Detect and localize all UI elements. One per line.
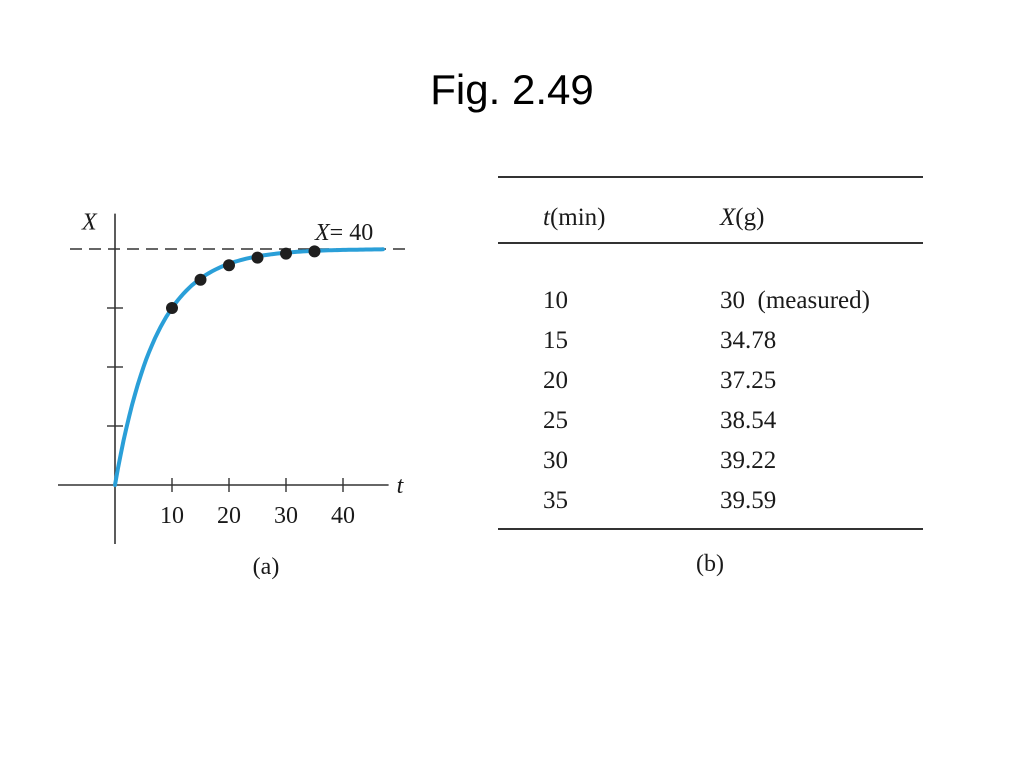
table-cell-amount: 38.54 bbox=[720, 407, 777, 434]
table-cell-time: 20 bbox=[543, 367, 568, 394]
data-point bbox=[308, 245, 321, 258]
data-table: t(min) X(g) 10 30 (measured) 15 34.78 20… bbox=[498, 176, 923, 532]
slide-title: Fig. 2.49 bbox=[430, 66, 594, 113]
x-tick-label: 10 bbox=[160, 503, 184, 529]
data-point bbox=[223, 259, 235, 272]
y-axis-label: X bbox=[81, 210, 98, 236]
data-point bbox=[251, 251, 264, 264]
header-amount-unit: (g) bbox=[735, 204, 765, 231]
table-cell-amount: 39.22 bbox=[720, 447, 777, 474]
data-point bbox=[280, 247, 292, 260]
table-panel-label: (b) bbox=[696, 551, 724, 577]
table-cell-time: 25 bbox=[543, 407, 568, 434]
asymptote-label: X= 40 bbox=[314, 220, 373, 246]
header-time-unit: (min) bbox=[549, 204, 606, 231]
x-tick-label: 30 bbox=[274, 503, 298, 529]
table-bottom-rule bbox=[498, 528, 923, 530]
x-tick-label: 40 bbox=[331, 503, 355, 529]
header-time-var: t bbox=[543, 204, 550, 231]
data-point bbox=[166, 302, 178, 314]
x-tick-label: 20 bbox=[217, 503, 241, 529]
header-amount-var: X bbox=[720, 204, 736, 231]
table-cell-time: 10 bbox=[543, 287, 568, 314]
table-cell-amount: 34.78 bbox=[720, 327, 777, 354]
header-time: t(min) bbox=[543, 205, 606, 230]
series-curve bbox=[113, 247, 385, 487]
x-axis-label: t bbox=[397, 473, 405, 499]
table-cell-amount: 39.59 bbox=[720, 487, 777, 514]
table-cell-amount: 37.25 bbox=[720, 367, 777, 394]
data-point bbox=[194, 273, 207, 286]
table-cell-time: 35 bbox=[543, 487, 568, 514]
table-header-rule bbox=[498, 242, 923, 244]
chart-panel-label: (a) bbox=[253, 554, 280, 580]
table-cell-time: 15 bbox=[543, 327, 568, 354]
chart-panel-a: 10 20 30 40 t X X= 40 (a) bbox=[58, 210, 410, 580]
table-top-rule bbox=[498, 176, 923, 178]
table-cell-time: 30 bbox=[543, 447, 568, 474]
table-cell-amount: 30 (measured) bbox=[720, 287, 870, 314]
header-amount: X(g) bbox=[720, 205, 764, 230]
